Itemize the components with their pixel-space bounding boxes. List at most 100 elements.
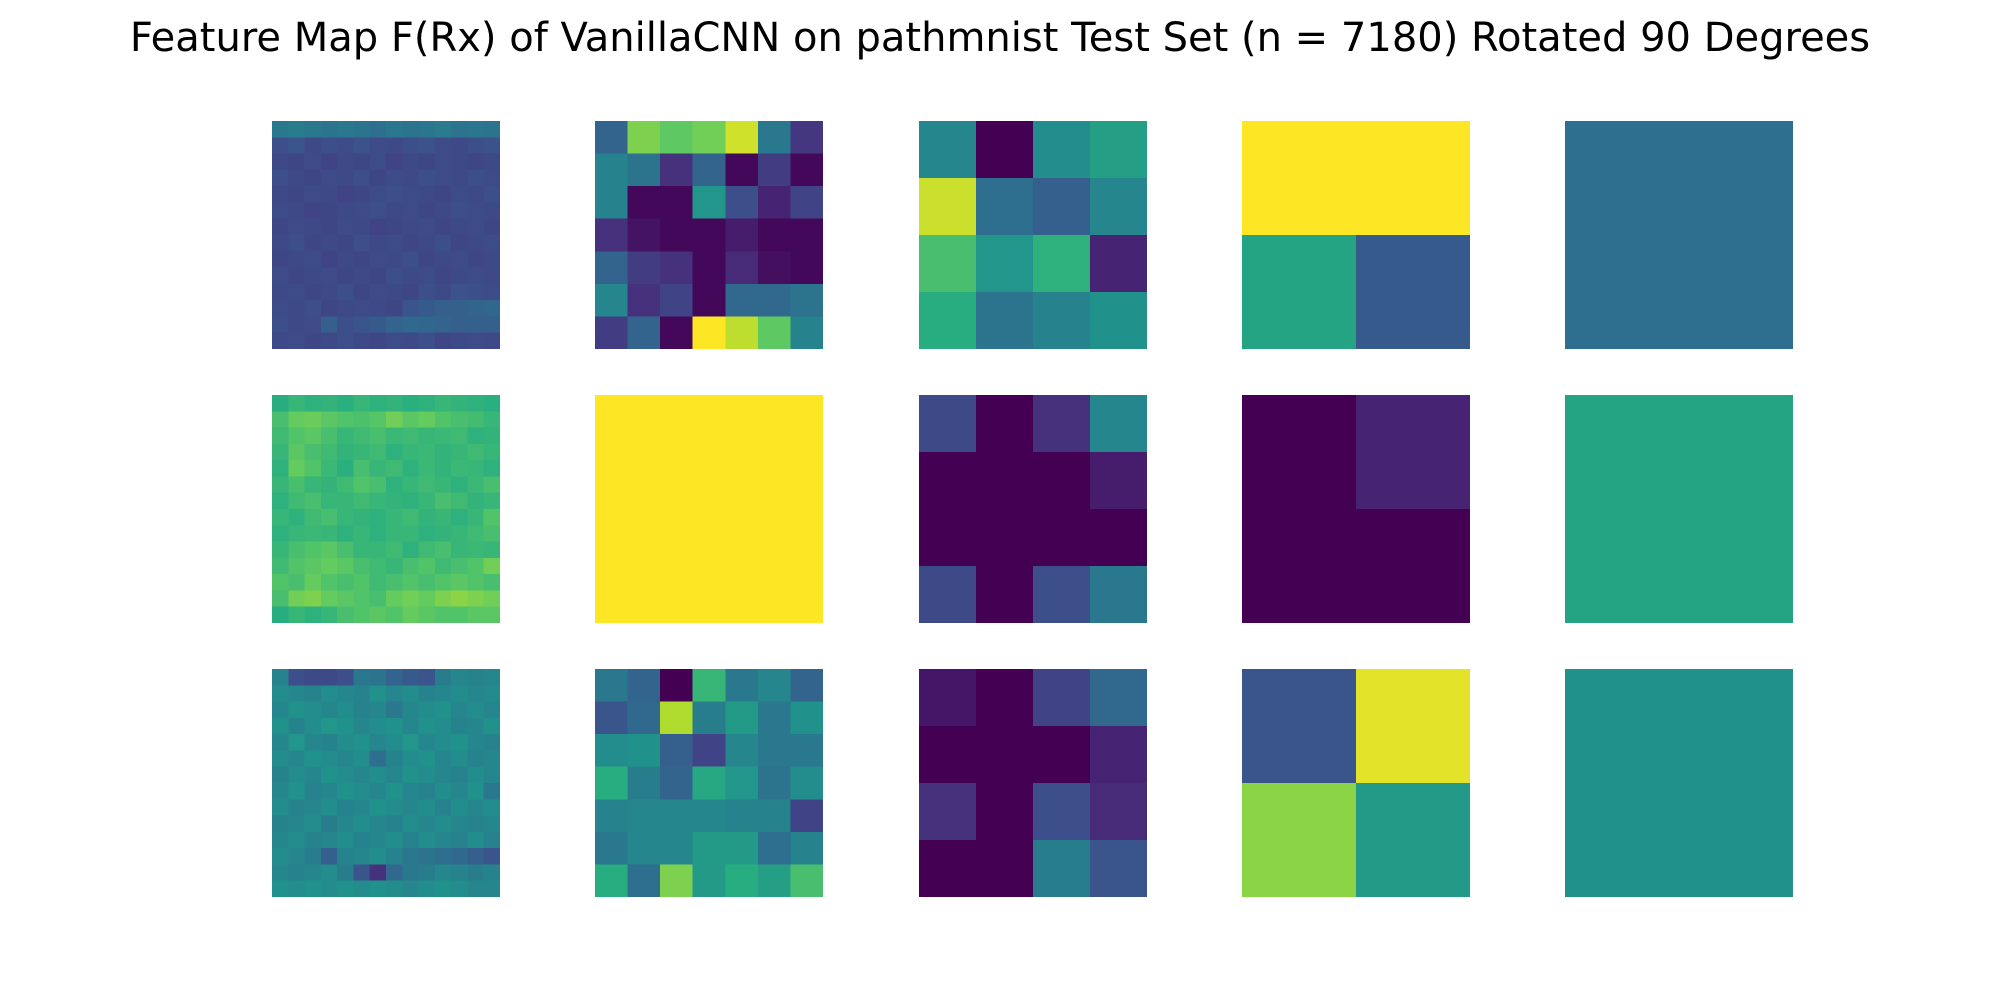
heatmap-cell [434,831,452,849]
heatmap-cell [725,799,759,833]
heatmap-cell [369,590,387,608]
heatmap-cell [434,734,452,752]
heatmap-cell [288,590,306,608]
heatmap-cell [976,121,1034,179]
feature-map-r3-c2 [595,669,823,897]
heatmap-cell [483,750,500,768]
heatmap-cell [386,880,403,897]
heatmap-cell [692,186,726,220]
heatmap-cell [402,574,420,592]
heatmap-cell [369,783,387,800]
heatmap-cell [353,300,371,318]
heatmap-cell [369,443,387,461]
heatmap-cell [320,411,338,429]
heatmap-cell [402,525,420,543]
heatmap-cell [304,669,322,686]
heatmap-cell [418,411,436,429]
heatmap-cell [627,316,661,349]
heatmap-cell [692,799,726,833]
heatmap-cell [272,186,289,204]
heatmap-cell [386,783,403,800]
heatmap-cell [386,235,403,252]
heatmap-cell [627,153,661,187]
heatmap-cell [1090,395,1147,453]
heatmap-cell [467,492,485,510]
heatmap-cell [386,685,403,703]
heatmap-cell [451,864,469,882]
feature-map-r2-c5 [1565,395,1793,623]
heatmap-cell [353,831,371,849]
heatmap-cell [402,492,420,510]
heatmap-cell [272,831,289,849]
heatmap-cell [418,766,436,784]
heatmap-cell [627,864,661,897]
heatmap-cell [451,525,469,543]
heatmap-cell [790,283,823,318]
heatmap-cell [976,452,1034,510]
heatmap-cell [304,121,322,138]
heatmap-cell [337,685,355,703]
heatmap-cell [725,121,759,155]
heatmap-cell [353,137,371,155]
heatmap-cell [337,395,355,412]
heatmap-cell [467,395,485,412]
heatmap-cell [386,815,403,833]
heatmap-cell [369,734,387,752]
heatmap-cell [418,235,436,252]
heatmap-cell [369,153,387,171]
heatmap-cell [402,395,420,412]
heatmap-cell [483,509,500,526]
heatmap-cell [288,669,306,686]
heatmap-cell [483,783,500,800]
heatmap-cell [451,300,469,318]
feature-map-r1-c4 [1242,121,1470,349]
heatmap-cell [320,557,338,575]
heatmap-cell [418,669,436,686]
heatmap-cell [595,701,629,735]
heatmap-cell [725,283,759,318]
heatmap-cell [919,783,977,841]
heatmap-cell [483,606,500,623]
heatmap-cell [595,283,629,318]
heatmap-cell [451,557,469,575]
heatmap-cell [402,137,420,155]
heatmap-cell [790,186,823,220]
heatmap-cell [353,717,371,735]
heatmap-cell [627,669,661,703]
heatmap-cell [386,509,403,526]
heatmap-cell [418,251,436,269]
heatmap-cell [790,701,823,735]
heatmap-cell [467,202,485,220]
heatmap-cell [369,717,387,735]
heatmap-cell [418,750,436,768]
heatmap-cell [1090,452,1147,510]
heatmap-cell [353,541,371,559]
heatmap-cell [320,848,338,866]
heatmap-cell [483,186,500,204]
heatmap-cell [483,880,500,897]
heatmap-cell [483,848,500,866]
heatmap-cell [451,121,469,138]
heatmap-cell [272,606,289,623]
feature-map-r1-c5 [1565,121,1793,349]
heatmap-cell [483,831,500,849]
heatmap-cell [418,395,436,412]
heatmap-cell [272,574,289,592]
heatmap-cell [418,186,436,204]
heatmap-cell [692,864,726,897]
heatmap-cell [337,283,355,301]
heatmap-cell [451,541,469,559]
heatmap-cell [288,766,306,784]
heatmap-cell [337,186,355,204]
heatmap-cell [320,186,338,204]
heatmap-cell [1090,178,1147,236]
heatmap-cell [288,606,306,623]
heatmap-cell [483,235,500,252]
heatmap-cell [790,153,823,187]
heatmap-cell [1356,669,1470,784]
heatmap-cell [434,153,452,171]
heatmap-cell [272,799,289,817]
heatmap-cell [692,669,726,703]
heatmap-cell [320,476,338,494]
heatmap-cell [304,734,322,752]
